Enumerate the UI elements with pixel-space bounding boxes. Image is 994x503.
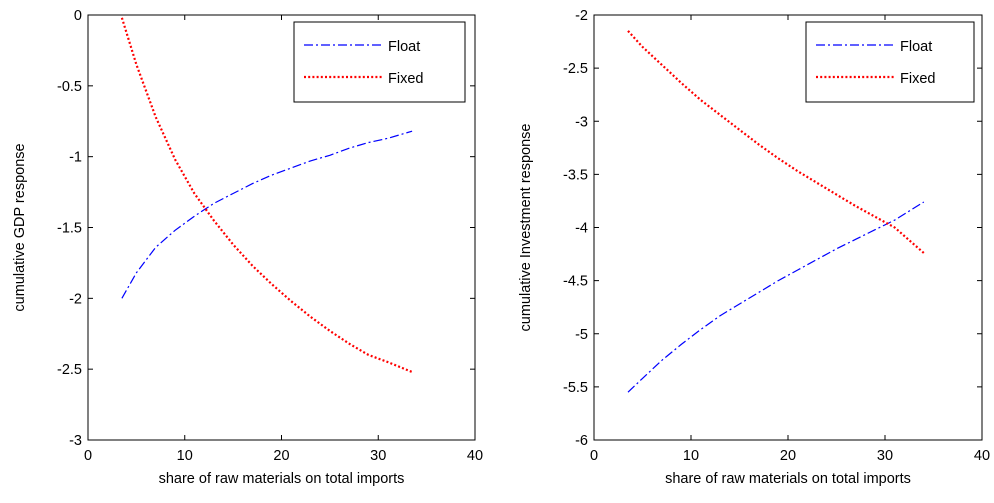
x-tick-label: 0: [590, 448, 598, 464]
x-tick-label: 40: [974, 448, 990, 464]
legend-label-fixed: Fixed: [900, 71, 935, 87]
series-line-fixed: [627, 30, 925, 254]
y-tick-label: -3.5: [563, 167, 588, 183]
y-tick-label: -2.5: [563, 61, 588, 77]
y-tick-label: -4: [575, 221, 588, 237]
series-line-float: [121, 130, 413, 299]
y-tick-label: -5.5: [563, 380, 588, 396]
y-tick-label: -0.5: [57, 79, 82, 95]
x-tick-label: 20: [780, 448, 796, 464]
x-tick-label: 0: [84, 448, 92, 464]
legend-box: [293, 21, 466, 103]
x-tick-label: 20: [273, 448, 289, 464]
y-tick-label: -2: [575, 8, 588, 24]
y-axis-label: cumulative Investment response: [518, 124, 534, 332]
y-tick-label: -1.5: [57, 221, 82, 237]
x-tick-label: 10: [177, 448, 193, 464]
y-axis-label: cumulative GDP response: [12, 143, 28, 311]
x-tick-label: 40: [467, 448, 483, 464]
x-tick-label: 10: [683, 448, 699, 464]
y-tick-label: -4.5: [563, 274, 588, 290]
chart-panel-1: 0 10 20 30 40 0 -0.5 -1 -1.5 -2 -2.5 -3 share of raw…: [12, 8, 483, 487]
x-axis-label: share of raw materials on total imports: [159, 471, 405, 487]
y-tick-label: -2: [69, 291, 82, 307]
y-tick-label: -6: [575, 433, 588, 449]
legend: Float Fixed: [805, 21, 975, 103]
y-tick-label: -5: [575, 327, 588, 343]
y-tick-label: -1: [69, 150, 82, 166]
legend-label-fixed: Fixed: [388, 71, 423, 87]
legend: Float Fixed: [293, 21, 466, 103]
y-tick-label: 0: [74, 8, 82, 24]
y-tick-label: -2.5: [57, 362, 82, 378]
series-line-float: [627, 201, 925, 393]
legend-label-float: Float: [900, 39, 932, 55]
y-tick-label: -3: [575, 114, 588, 130]
x-axis-label: share of raw materials on total imports: [665, 471, 911, 487]
y-tick-label: -3: [69, 433, 82, 449]
chart-panel-2: 0 10 20 30 40 -2 -2.5 -3 -3.5 -4 -4.5 -5 -5.5 -6 share…: [518, 8, 990, 487]
legend-label-float: Float: [388, 39, 420, 55]
x-tick-label: 30: [370, 448, 386, 464]
x-tick-label: 30: [877, 448, 893, 464]
legend-box: [805, 21, 975, 103]
